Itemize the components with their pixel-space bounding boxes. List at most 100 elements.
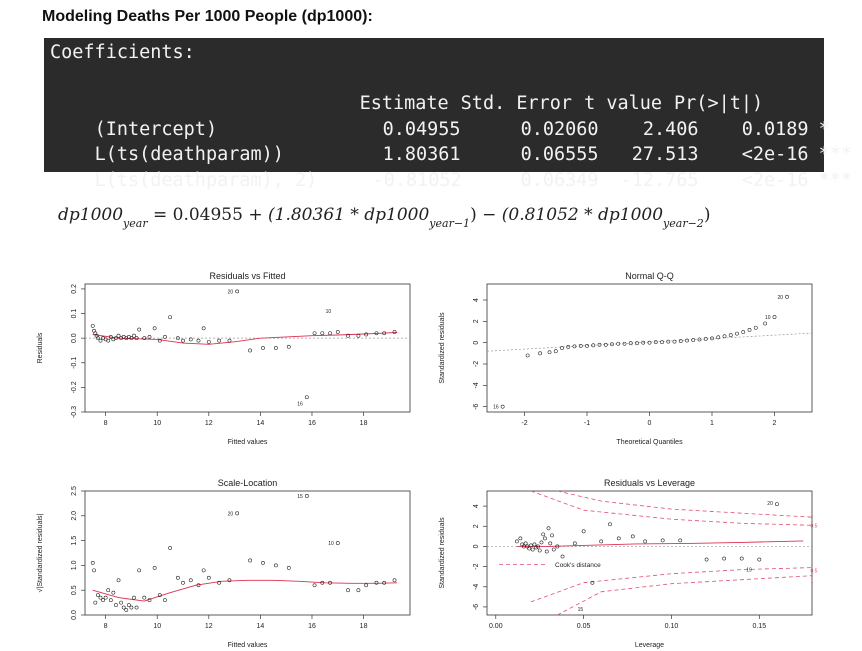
p-value: 0.0189 [741, 118, 809, 140]
data-point [741, 330, 746, 334]
data-point [608, 522, 612, 527]
cooks-distance-curve [557, 575, 813, 616]
smoother-line [516, 540, 804, 547]
data-point [364, 583, 369, 588]
data-point [703, 337, 708, 341]
data-point [566, 345, 571, 349]
data-point [500, 404, 505, 409]
x-tick-label: 18 [360, 420, 368, 427]
eq-minus: − [482, 205, 497, 225]
page-title: Modeling Deaths Per 1000 People (dp1000)… [42, 8, 373, 25]
data-point [304, 395, 309, 400]
outlier-label: 20 [767, 501, 773, 507]
data-point [103, 595, 108, 600]
data-point [678, 538, 683, 543]
data-point [93, 600, 98, 605]
plot-residuals-vs-fitted: Residuals vs Fitted Fitted values Residual… [37, 271, 411, 446]
data-point [553, 349, 558, 354]
plot-scale-location: Scale-Location Fitted values √|Standardize… [36, 478, 411, 649]
smoother-line [92, 579, 398, 602]
data-point [328, 331, 332, 336]
x-axis-label: Fitted values [228, 439, 268, 446]
data-point [382, 580, 387, 585]
data-point [521, 544, 526, 549]
eq-equals: = [152, 205, 168, 225]
data-point [691, 338, 696, 342]
data-point [660, 538, 665, 543]
y-tick-label: 2.5 [71, 486, 78, 496]
cooks-distance-level-label: 0.5 [810, 523, 817, 529]
data-point [346, 588, 350, 593]
data-point [772, 315, 777, 319]
data-point [660, 340, 664, 345]
estimate: -0.81052 [372, 169, 462, 191]
cooks-distance-curve [530, 567, 813, 603]
data-point [722, 334, 727, 339]
coef-row-intercept: (Intercept) 0.04955 0.02060 2.406 0.0189 * [50, 91, 830, 140]
x-tick-label: 0.10 [665, 623, 679, 630]
model-equation: dp1000year = 0.04955 + (1.80361 * dp1000… [58, 205, 710, 230]
data-point [129, 336, 134, 341]
data-point [572, 344, 577, 349]
y-tick-label: -0.2 [71, 381, 78, 393]
data-point [346, 333, 350, 338]
data-point [132, 333, 136, 338]
y-tick-label: 1.5 [71, 536, 78, 546]
data-point [697, 337, 702, 342]
data-point [157, 338, 162, 343]
x-axis-label: Fitted values [228, 642, 268, 649]
y-axis-label: Residuals [37, 332, 44, 363]
data-point [585, 343, 589, 348]
data-point [356, 333, 361, 338]
eq-intercept: 0.04955 [172, 205, 243, 225]
col-std-error: Std. Error [460, 93, 573, 114]
eq-term2-close: ) [703, 205, 711, 225]
data-point [201, 326, 206, 331]
signif-code: *** [818, 144, 852, 165]
data-point [163, 335, 167, 339]
data-point [328, 580, 332, 585]
data-point [137, 327, 142, 332]
data-point [641, 340, 646, 345]
outlier-label: 20 [777, 295, 783, 301]
term: (Intercept) [94, 118, 218, 140]
data-point [753, 325, 758, 330]
data-point [560, 346, 564, 350]
y-axis-label: Standardized residuals [439, 312, 446, 384]
data-point [630, 534, 635, 539]
column-headers: Estimate Std. Error t value Pr(>|t|) [50, 66, 824, 114]
data-point [235, 511, 240, 516]
data-point [114, 603, 118, 607]
col-estimate: Estimate [359, 93, 449, 114]
term: L(ts(deathparam), 2) [94, 169, 318, 191]
outlier-label: 10 [326, 309, 332, 315]
x-axis-label: Theoretical Quantiles [616, 439, 683, 446]
data-point [188, 578, 193, 583]
data-point [610, 342, 614, 347]
data-point [539, 540, 544, 545]
x-tick-label: 8 [104, 420, 108, 427]
cooks-distance-curve [557, 490, 813, 518]
data-point [147, 598, 152, 603]
data-point [206, 575, 211, 580]
data-point [547, 350, 552, 355]
x-tick-label: 2 [773, 420, 777, 427]
data-point [560, 554, 565, 559]
y-tick-label: 2.0 [71, 511, 78, 521]
data-point [647, 340, 652, 345]
outlier-label: 19 [746, 568, 752, 574]
outlier-label: 16 [493, 405, 499, 411]
x-tick-label: 12 [205, 420, 213, 427]
data-point [710, 336, 714, 341]
col-p-value: Pr(>|t|) [674, 93, 764, 114]
data-point [147, 335, 152, 339]
data-point [152, 326, 157, 331]
std-error: 0.02060 [520, 118, 599, 140]
data-point [312, 331, 317, 336]
data-point [543, 536, 547, 541]
x-tick-label: 18 [360, 623, 368, 630]
regression-output: Coefficients: Estimate Std. Error t value P… [44, 38, 852, 191]
outlier-label: 10 [765, 315, 771, 321]
x-axis-label: Leverage [635, 642, 664, 649]
data-point [157, 593, 162, 598]
